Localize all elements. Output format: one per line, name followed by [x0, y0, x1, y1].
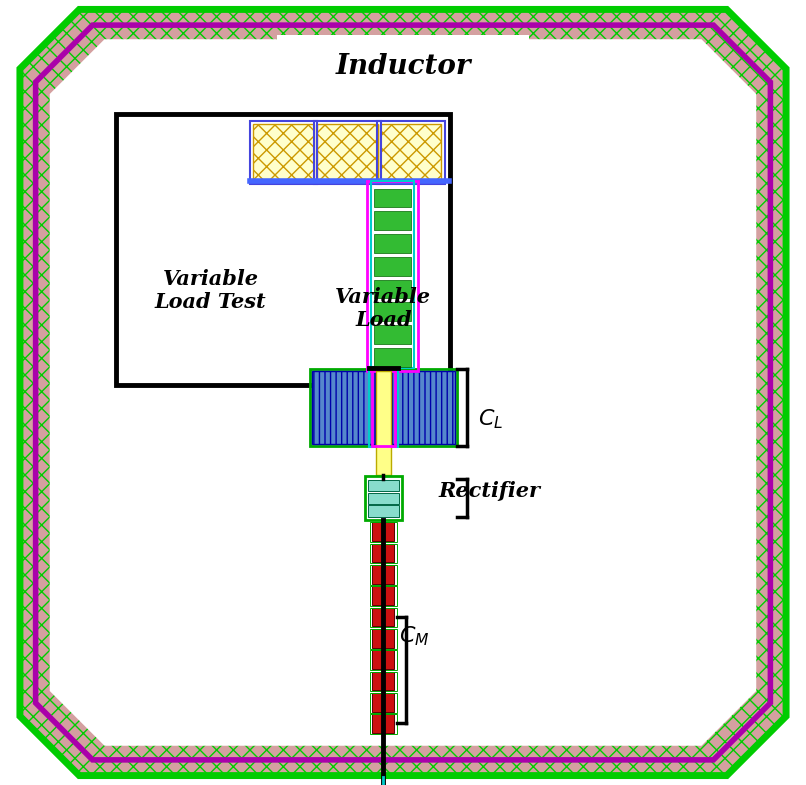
Bar: [310, 369, 377, 446]
Bar: [372, 565, 394, 584]
Polygon shape: [20, 9, 786, 776]
Bar: [317, 124, 378, 181]
Bar: [372, 586, 394, 605]
Bar: [389, 369, 457, 446]
Bar: [372, 522, 394, 541]
Bar: [368, 506, 399, 517]
Bar: [369, 367, 397, 447]
Bar: [372, 714, 394, 733]
Bar: [374, 234, 411, 253]
Bar: [372, 672, 394, 691]
Bar: [372, 629, 394, 648]
Bar: [253, 124, 314, 181]
Bar: [364, 476, 402, 520]
FancyBboxPatch shape: [277, 35, 529, 94]
Bar: [368, 181, 418, 371]
Bar: [374, 257, 411, 276]
Bar: [377, 121, 445, 184]
Bar: [370, 629, 397, 648]
Bar: [250, 121, 318, 184]
Bar: [370, 714, 397, 734]
Bar: [368, 480, 399, 491]
Bar: [374, 325, 411, 344]
Bar: [372, 543, 394, 562]
Bar: [370, 672, 397, 692]
Bar: [370, 650, 397, 670]
Bar: [117, 114, 450, 385]
Bar: [370, 565, 397, 585]
Bar: [374, 279, 411, 298]
Text: Variable
Load Test: Variable Load Test: [155, 268, 267, 312]
Bar: [392, 371, 455, 444]
Bar: [370, 522, 397, 542]
Text: Rectifier: Rectifier: [438, 480, 540, 501]
Text: Variable
Load: Variable Load: [335, 287, 431, 330]
Bar: [372, 650, 394, 669]
Text: Inductor: Inductor: [335, 53, 471, 80]
Bar: [374, 211, 411, 230]
Text: $C_M$: $C_M$: [399, 624, 430, 648]
Bar: [374, 188, 411, 207]
Bar: [372, 369, 395, 446]
Bar: [372, 181, 414, 368]
Bar: [314, 121, 381, 184]
Bar: [374, 302, 411, 321]
Polygon shape: [50, 39, 756, 746]
Bar: [376, 371, 391, 475]
Bar: [372, 693, 394, 712]
Text: $C_L$: $C_L$: [478, 407, 503, 431]
Bar: [312, 371, 375, 444]
Bar: [370, 608, 397, 627]
Bar: [380, 124, 442, 181]
Bar: [368, 493, 399, 504]
Bar: [370, 693, 397, 713]
Bar: [372, 608, 394, 626]
Bar: [370, 543, 397, 563]
Bar: [370, 586, 397, 606]
Bar: [374, 348, 411, 367]
